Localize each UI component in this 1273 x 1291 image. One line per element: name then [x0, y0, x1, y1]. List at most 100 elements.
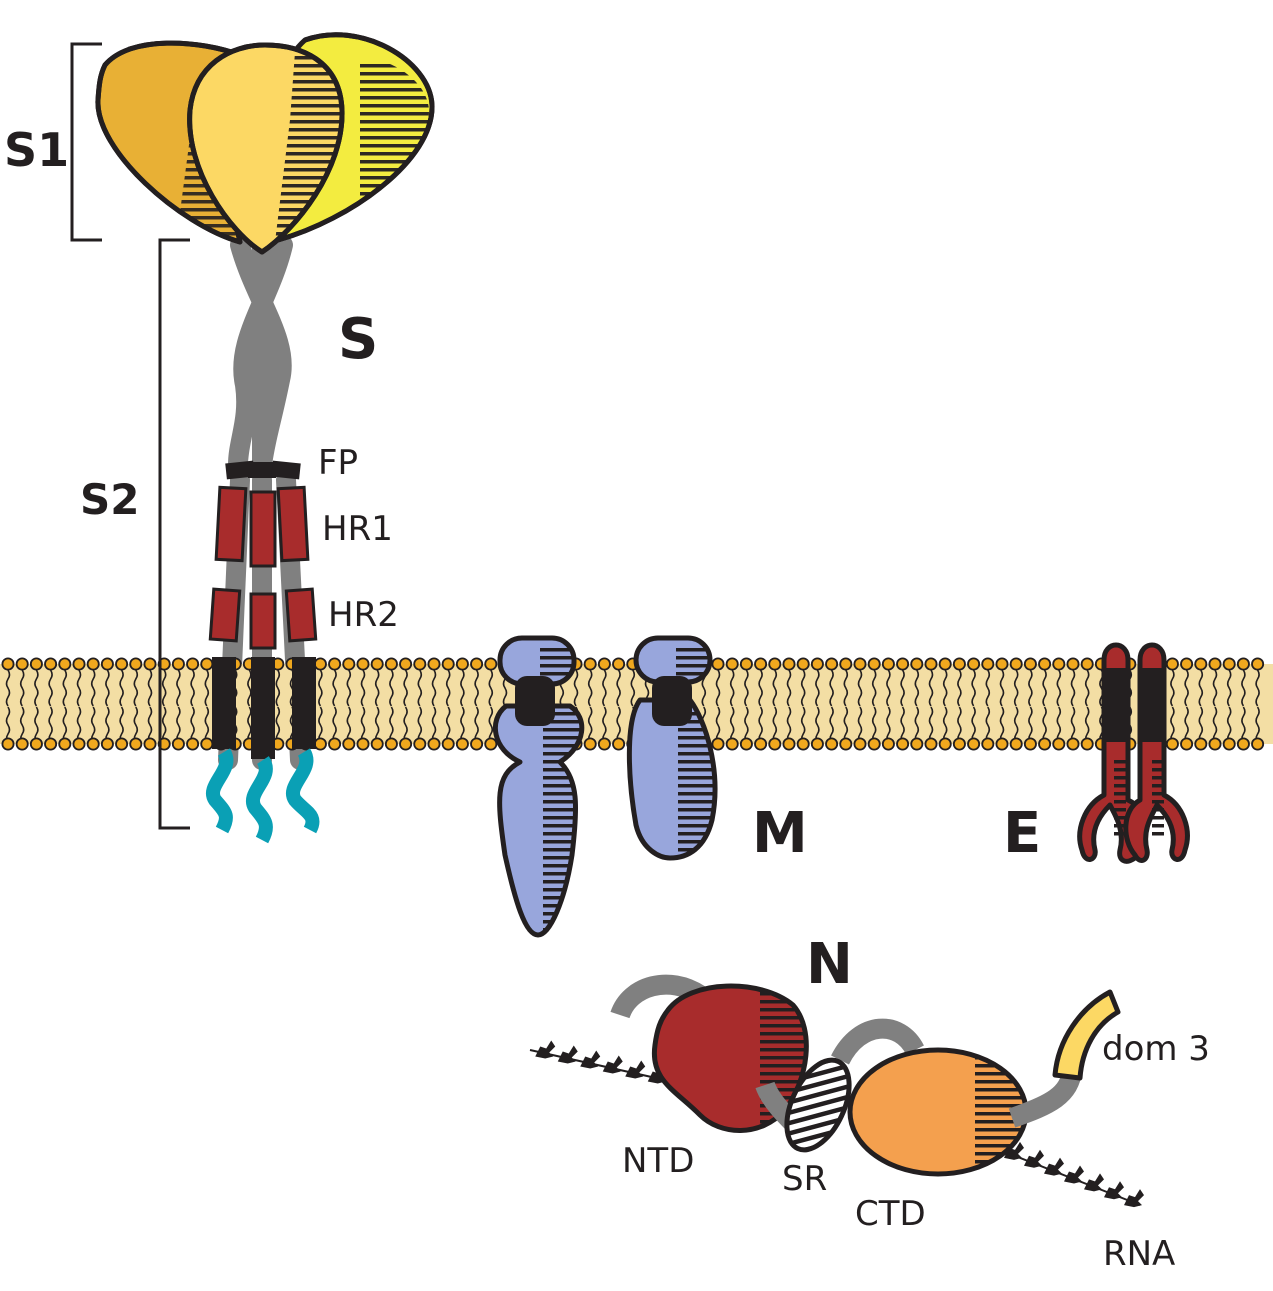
lipid-tail — [729, 669, 735, 707]
lipid-tail — [829, 706, 834, 744]
lipid-tail — [204, 669, 210, 707]
lipid-tail — [630, 669, 636, 707]
label-s: S — [338, 307, 378, 372]
lipid-tail — [758, 669, 763, 707]
lipid-tail — [389, 669, 394, 707]
lipid-tail — [90, 706, 96, 744]
lipid-tail — [474, 669, 479, 707]
lipid-tail — [616, 706, 621, 744]
lipid-head — [810, 657, 824, 671]
lipid-tail — [1170, 706, 1175, 744]
lipid-tail — [1226, 669, 1232, 707]
lipid-head — [427, 657, 441, 671]
lipid-head — [15, 737, 29, 751]
lipid-head — [1080, 657, 1094, 671]
label-hr2: HR2 — [328, 595, 399, 635]
lipid-tail — [1241, 669, 1246, 707]
lipid-head — [15, 657, 29, 671]
lipid-tail — [1056, 669, 1062, 707]
lipid-tail — [871, 706, 877, 744]
spike-transmembrane-domains — [212, 657, 316, 759]
lipid-head — [1009, 737, 1023, 751]
rna-nucleotide — [625, 1060, 646, 1079]
lipid-tail — [48, 706, 53, 744]
lipid-head — [342, 657, 356, 671]
lipid-tail — [815, 669, 820, 707]
lipid-head — [328, 737, 342, 751]
lipid-head — [881, 737, 895, 751]
lipid-tail — [744, 669, 749, 707]
lipid-head — [910, 737, 924, 751]
lipid-head — [1180, 657, 1194, 671]
lipid-head — [768, 657, 782, 671]
lipid-tail — [1212, 669, 1218, 707]
lipid-head — [186, 657, 200, 671]
lipid-head — [186, 737, 200, 751]
lipid-head — [1165, 657, 1179, 671]
lipid-tail — [19, 706, 25, 744]
lipid-head — [995, 737, 1009, 751]
lipid-head — [1052, 657, 1066, 671]
lipid-tail — [1070, 669, 1076, 707]
lipid-tail — [1212, 706, 1218, 744]
lipid-tail — [829, 669, 834, 707]
lipid-tail — [445, 669, 451, 707]
rna-nucleotide — [1044, 1157, 1064, 1176]
lipid-tail — [957, 669, 962, 707]
lipid-head — [924, 657, 938, 671]
lipid-tail — [161, 706, 167, 744]
lipid-head — [768, 737, 782, 751]
lipid-head — [484, 737, 498, 751]
lipid-tail — [360, 706, 366, 744]
lipid-head — [1009, 657, 1023, 671]
lipid-head — [839, 737, 853, 751]
lipid-head — [44, 657, 58, 671]
lipid-head — [72, 737, 86, 751]
lipid-tail — [971, 706, 976, 744]
lipid-tail — [729, 706, 735, 744]
label-m: M — [752, 801, 808, 866]
lipid-head — [739, 737, 753, 751]
lipid-tail — [800, 706, 806, 744]
lipid-tail — [758, 706, 763, 744]
lipid-tail — [587, 706, 593, 744]
lipid-head — [427, 737, 441, 751]
label-s2: S2 — [80, 475, 139, 524]
lipid-head — [967, 737, 981, 751]
lipid-head — [612, 737, 626, 751]
lipid-head — [115, 737, 129, 751]
lipid-tail — [772, 669, 778, 707]
lipid-head — [754, 737, 768, 751]
lipid-tail — [147, 706, 153, 744]
lipid-head — [171, 737, 185, 751]
spike-cytoplasmic-tails — [206, 748, 320, 844]
fusion-peptide-segments — [225, 460, 301, 480]
lipid-head — [739, 657, 753, 671]
lipid-tail — [1184, 706, 1189, 744]
lipid-tail — [5, 706, 11, 744]
lipid-tail — [843, 706, 849, 744]
lipid-head — [100, 737, 114, 751]
lipid-head — [725, 737, 739, 751]
lipid-head — [313, 737, 327, 751]
lipid-head — [470, 737, 484, 751]
lipid-tail — [147, 669, 153, 707]
lipid-tail — [389, 706, 394, 744]
lipid-tail — [48, 669, 53, 707]
lipid-tail — [602, 706, 607, 744]
lipid-tail — [474, 706, 479, 744]
lipid-tail — [445, 706, 451, 744]
lipid-head — [612, 657, 626, 671]
lipid-tail — [76, 669, 82, 707]
lipid-head — [100, 657, 114, 671]
rna-strand-left — [529, 1040, 668, 1084]
n-c-terminal-domain — [847, 1047, 1029, 1177]
lipid-tail — [190, 706, 195, 744]
lipid-tail — [247, 706, 252, 744]
rna-nucleotide — [602, 1055, 623, 1074]
lipid-tail — [488, 669, 494, 707]
lipid-head — [200, 657, 214, 671]
lipid-tail — [332, 706, 337, 744]
lipid-tail — [460, 706, 465, 744]
lipid-head — [86, 657, 100, 671]
